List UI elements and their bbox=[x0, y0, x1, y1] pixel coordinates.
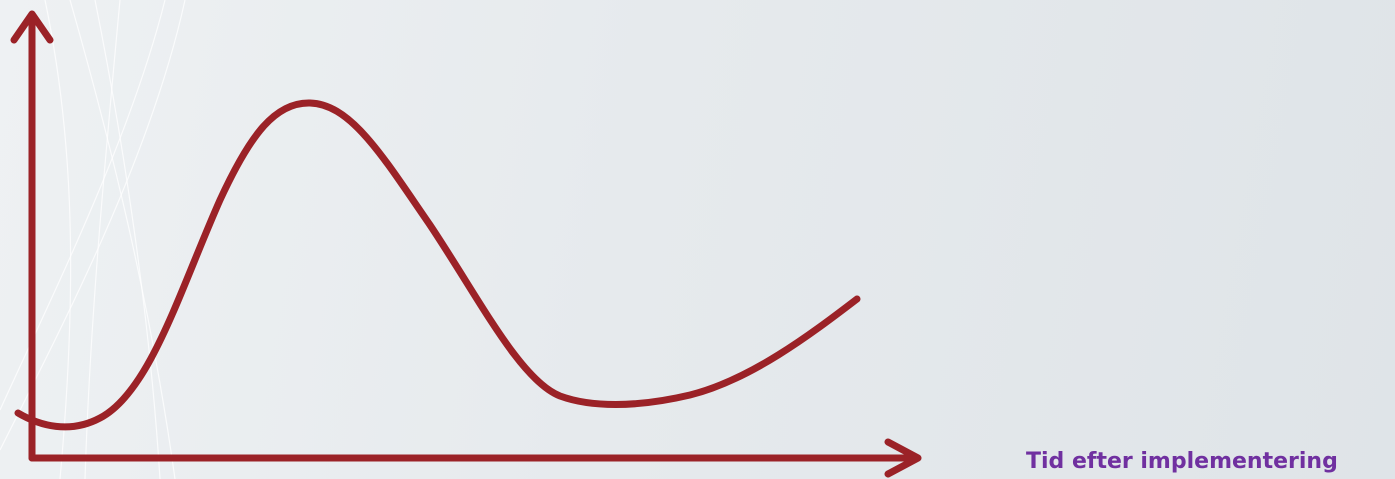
adoption-curve bbox=[14, 99, 861, 431]
x-axis-label: Tid efter implementering bbox=[1026, 449, 1338, 474]
y-axis-arrow bbox=[10, 10, 54, 462]
x-axis-arrow bbox=[28, 438, 922, 478]
